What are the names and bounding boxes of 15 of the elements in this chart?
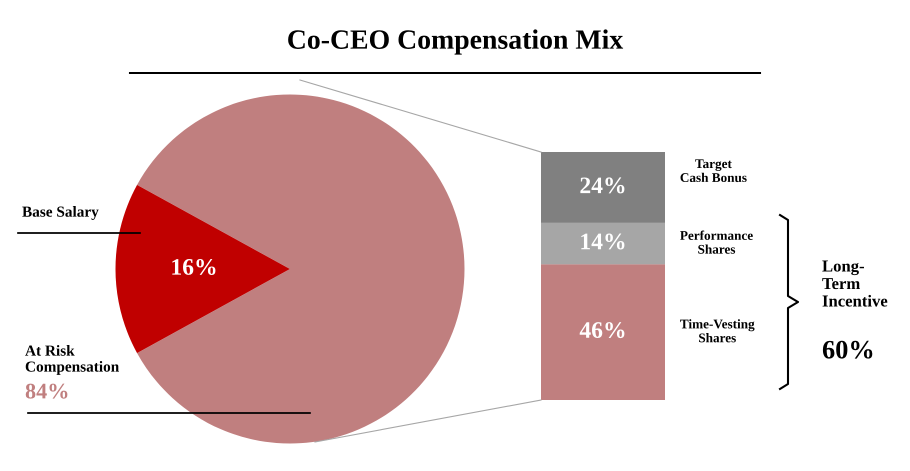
pie-slice <box>137 94 465 444</box>
series-label: Target Cash Bonus <box>680 159 747 182</box>
data-label: 14% <box>581 234 624 250</box>
pie-slice <box>115 184 290 354</box>
data-label: 16% <box>172 258 216 275</box>
slice-label: At Risk Compensation <box>25 345 119 375</box>
data-label: 46% <box>580 322 624 338</box>
text: Long- Term Incentive <box>822 260 888 307</box>
series-label: Time-Vesting Shares <box>680 319 755 342</box>
chart-title: Co-CEO Compensation Mix <box>288 29 624 55</box>
text: 60% <box>822 340 872 359</box>
series-label: Performance Shares <box>680 230 753 254</box>
data-label: 84% <box>26 384 68 399</box>
slice-label: Base Salary <box>22 206 99 220</box>
data-label: 24% <box>580 177 624 194</box>
